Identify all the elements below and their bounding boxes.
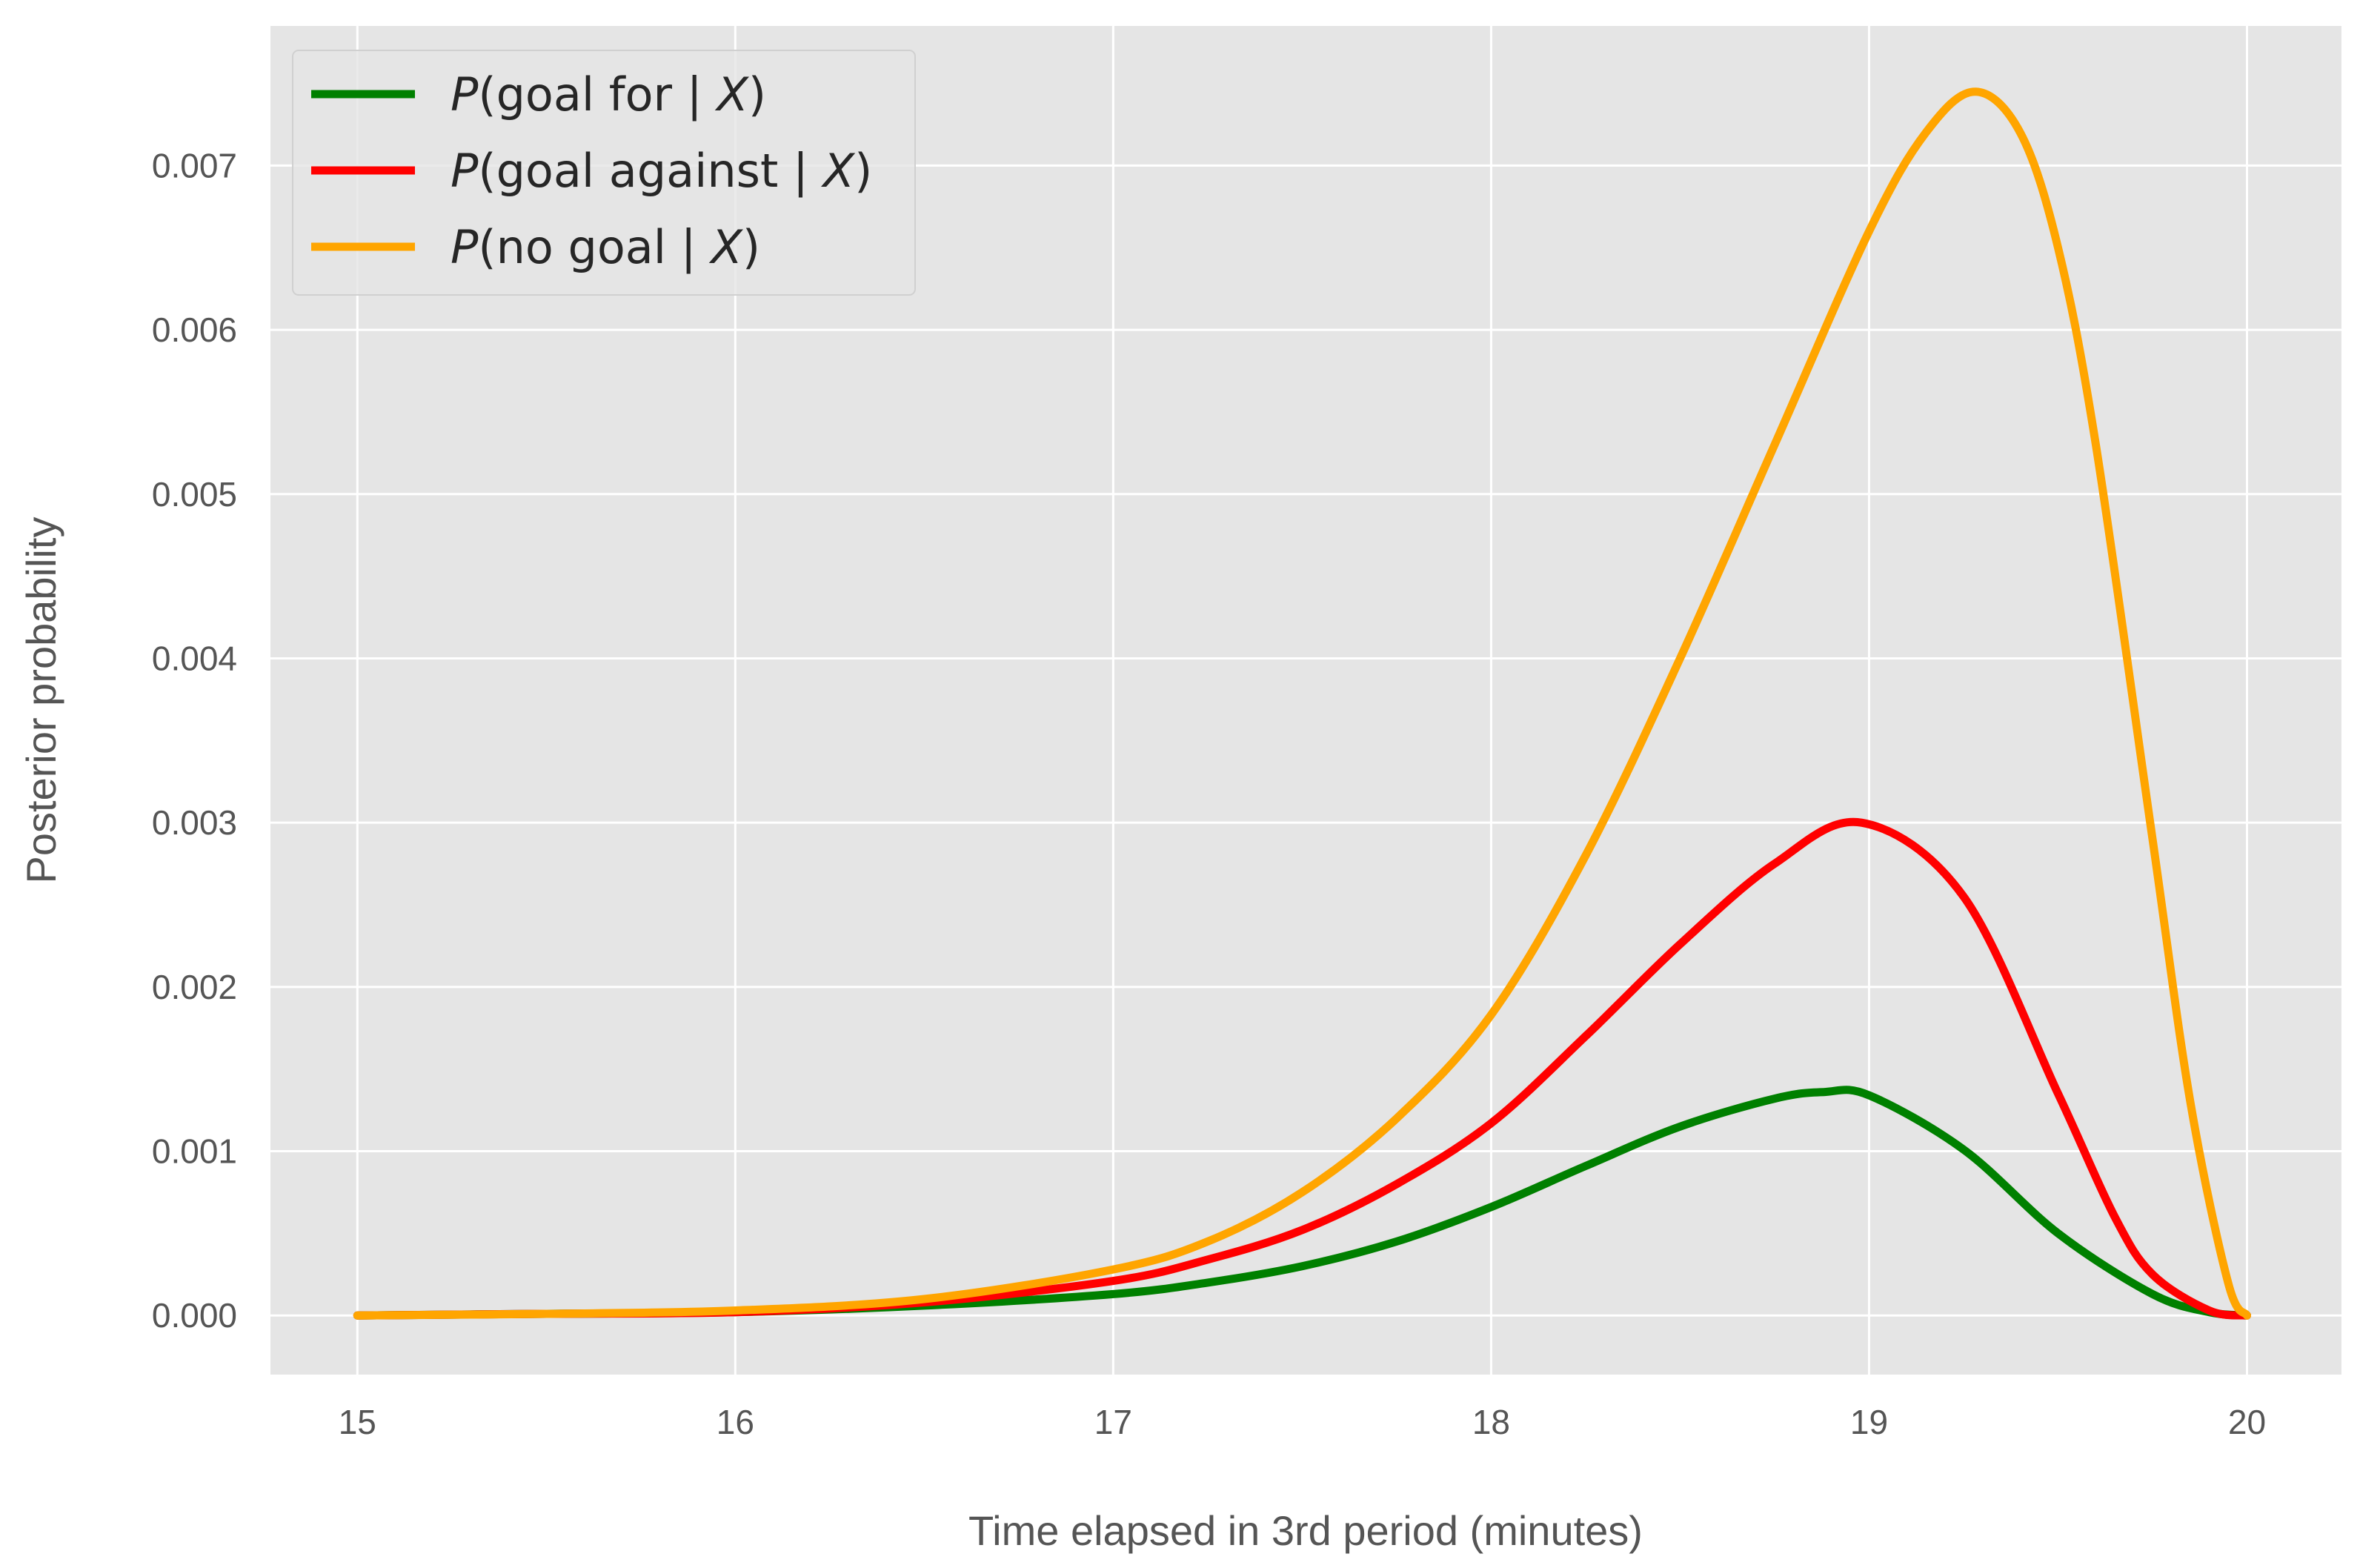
y-tick-label: 0.006 — [152, 310, 237, 349]
x-tick-label: 18 — [1472, 1403, 1510, 1441]
legend-box — [292, 50, 916, 296]
series-lines — [353, 87, 2251, 1320]
y-tick-label: 0.007 — [152, 146, 237, 185]
series-line-2 — [353, 87, 2251, 1320]
legend: P(goal for | X) P(goal against | X) P(no g… — [292, 50, 916, 296]
x-tick-label: 19 — [1850, 1403, 1888, 1441]
y-tick-label: 0.000 — [152, 1296, 237, 1335]
y-tick-label: 0.005 — [152, 475, 237, 514]
y-tick-label: 0.003 — [152, 803, 237, 842]
y-tick-label: 0.004 — [152, 639, 237, 677]
legend-label: P(goal against | X) — [451, 144, 872, 199]
x-axis-ticks: 15 16 17 18 19 20 — [339, 1403, 2266, 1441]
legend-label: P(goal for | X) — [451, 67, 766, 122]
legend-label: P(no goal | X) — [451, 220, 760, 275]
x-tick-label: 15 — [339, 1403, 376, 1441]
x-tick-label: 17 — [1094, 1403, 1132, 1441]
x-tick-label: 20 — [2228, 1403, 2266, 1441]
grid — [270, 26, 2341, 1375]
x-tick-label: 16 — [717, 1403, 754, 1441]
x-axis-label: Time elapsed in 3rd period (minutes) — [968, 1507, 1643, 1554]
y-tick-label: 0.001 — [152, 1132, 237, 1171]
y-axis-label: Posterior probability — [18, 517, 64, 884]
y-tick-label: 0.002 — [152, 968, 237, 1006]
y-axis-ticks: 0.000 0.001 0.002 0.003 0.004 0.005 0.006 0.007 — [152, 146, 237, 1335]
